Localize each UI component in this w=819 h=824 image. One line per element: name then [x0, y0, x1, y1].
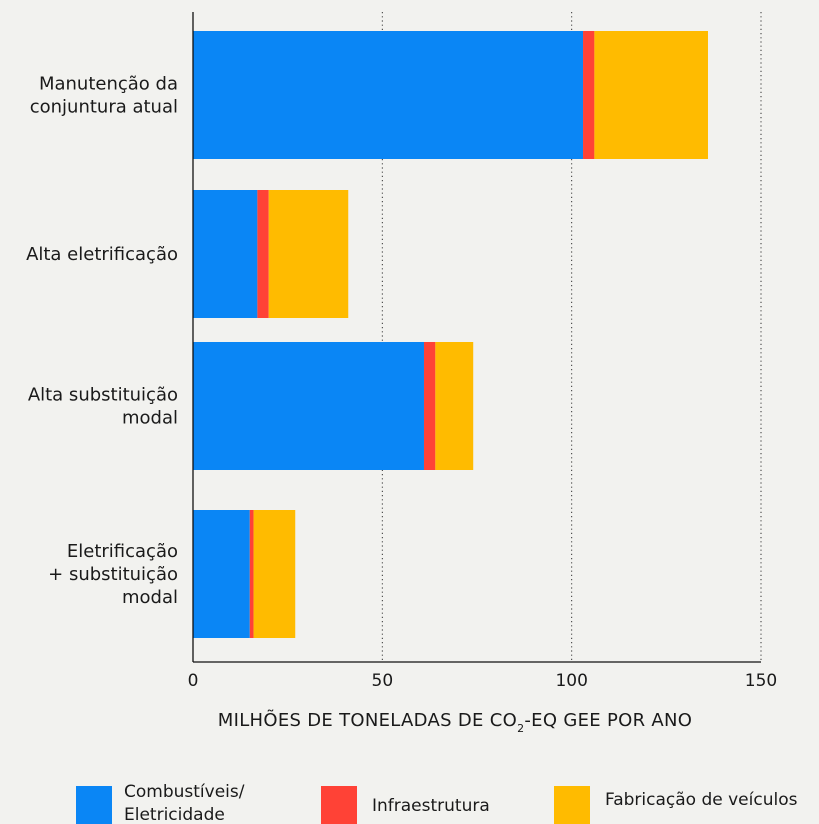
bar-segment-2-2 — [435, 342, 474, 470]
x-tick-label: 150 — [745, 671, 777, 691]
category-labels: Manutenção da conjuntura atual Alta eletri… — [26, 74, 178, 609]
bars-group — [193, 31, 708, 638]
x-tick-label: 0 — [188, 671, 199, 691]
legend-swatch — [554, 786, 590, 824]
tick-labels: 0 50 100 150 — [188, 671, 778, 691]
bar-segment-2-0 — [193, 342, 424, 470]
x-tick-label: 50 — [372, 671, 394, 691]
x-tick-label: 100 — [555, 671, 587, 691]
bar-segment-2-1 — [423, 342, 436, 470]
x-axis-title: MILHÕES DE TONELADAS DE CO2-EQ GEE POR A… — [218, 709, 693, 735]
category-label: Alta substituição modal — [28, 385, 178, 429]
bar-segment-3-2 — [253, 510, 296, 638]
category-label: Manutenção da conjuntura atual — [30, 74, 178, 118]
bar-segment-3-0 — [193, 510, 250, 638]
bar-segment-3-1 — [249, 510, 254, 638]
bar-segment-0-1 — [583, 31, 595, 159]
legend-swatch — [321, 786, 357, 824]
bar-segment-0-0 — [193, 31, 584, 159]
legend: Combustíveis/Eletricidade Infraestrutura F… — [76, 782, 798, 824]
bar-segment-1-0 — [193, 190, 258, 318]
legend-swatch — [76, 786, 112, 824]
category-label: Eletrificação + substituição modal — [48, 541, 178, 608]
bar-segment-1-2 — [268, 190, 349, 318]
legend-label: Combustíveis/Eletricidade — [124, 782, 245, 824]
bar-segment-1-1 — [257, 190, 269, 318]
legend-label: Fabricação de veículos — [605, 790, 798, 810]
axes-group — [192, 12, 761, 663]
legend-label: Infraestrutura — [372, 796, 490, 816]
bar-segment-0-2 — [594, 31, 708, 159]
category-label: Alta eletrificação — [26, 244, 178, 265]
